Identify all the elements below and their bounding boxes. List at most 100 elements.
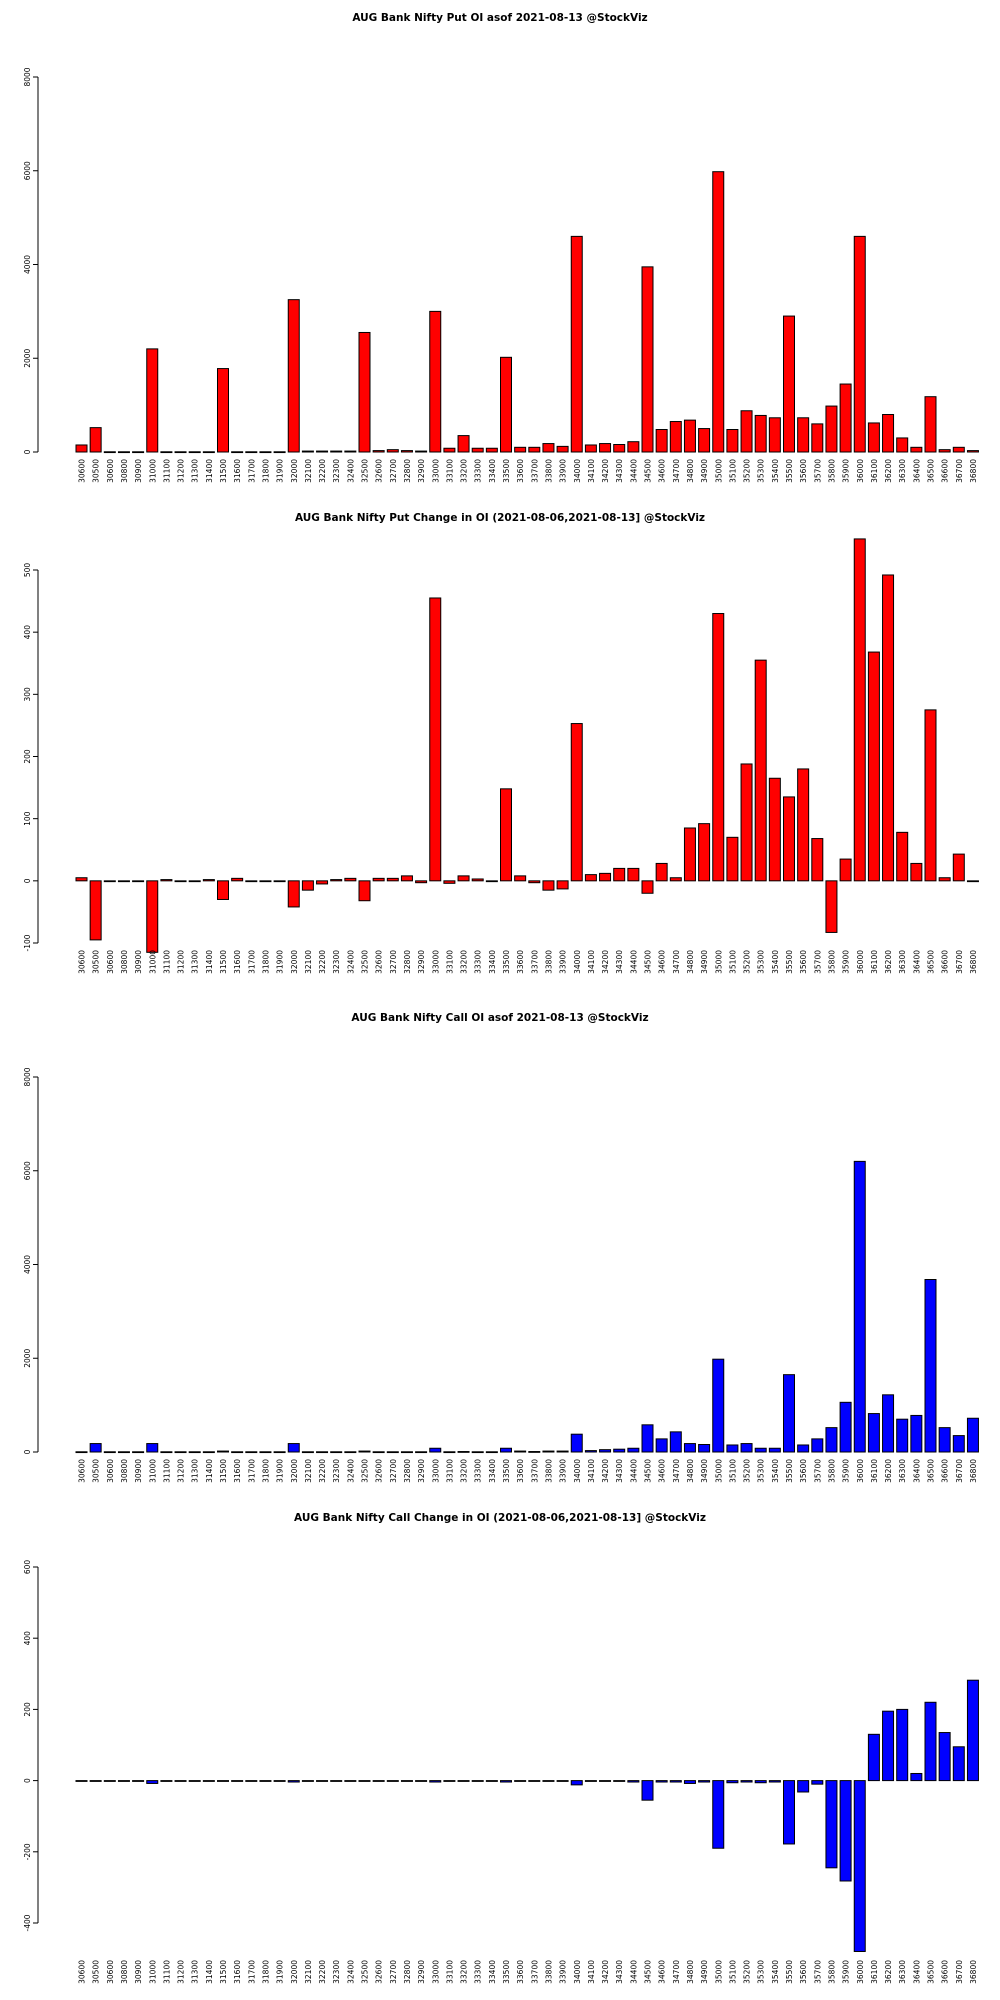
bar-31100 bbox=[160, 451, 173, 454]
bar-36000 bbox=[853, 538, 866, 882]
bar-32600 bbox=[372, 450, 385, 453]
x-tick-label: 31900 bbox=[276, 459, 285, 483]
bar-34400 bbox=[627, 441, 640, 453]
bar-36100 bbox=[867, 422, 880, 453]
y-tick-label: 100 bbox=[23, 811, 32, 826]
bar-33100 bbox=[443, 880, 456, 884]
x-tick-label: 32000 bbox=[290, 1459, 299, 1483]
bar-34100 bbox=[584, 1450, 597, 1453]
x-tick-label: 31700 bbox=[247, 1459, 256, 1483]
bar-36700 bbox=[952, 446, 965, 453]
x-tick-label: 30800 bbox=[120, 1960, 129, 1984]
y-tick-label: 0 bbox=[23, 878, 32, 883]
bar-34100 bbox=[584, 444, 597, 453]
bar-33500 bbox=[500, 1780, 512, 1783]
x-tick-label: 34700 bbox=[672, 1459, 681, 1483]
x-tick-label: 32000 bbox=[290, 459, 299, 483]
bar-34600 bbox=[655, 429, 668, 453]
y-tick-label: 4000 bbox=[23, 255, 32, 274]
bar-34400 bbox=[627, 867, 640, 882]
bar-33700 bbox=[528, 880, 541, 884]
bar-31700 bbox=[245, 880, 258, 883]
x-tick-label: 35600 bbox=[799, 1459, 808, 1483]
bar-34900 bbox=[698, 1444, 711, 1453]
bar-32400 bbox=[344, 1780, 357, 1782]
x-tick-label: 35400 bbox=[771, 459, 780, 483]
x-tick-label: 30600 bbox=[106, 1459, 115, 1483]
bar-34200 bbox=[599, 872, 612, 882]
bar-35300 bbox=[754, 414, 767, 453]
bar-33500 bbox=[500, 1447, 512, 1453]
x-tick-label: 36300 bbox=[898, 1459, 907, 1483]
bar-32800 bbox=[400, 875, 413, 882]
bar-30900 bbox=[132, 1451, 145, 1454]
x-tick-label: 36400 bbox=[912, 459, 921, 483]
x-tick-label: 32200 bbox=[318, 950, 327, 974]
x-tick-label: 33400 bbox=[488, 950, 497, 974]
x-tick-label: 35000 bbox=[714, 950, 723, 974]
bar-33700 bbox=[528, 1780, 541, 1782]
x-tick-label: 34900 bbox=[700, 1459, 709, 1483]
x-tick-label: 34000 bbox=[573, 950, 582, 974]
y-tick-label: -400 bbox=[23, 1914, 32, 1931]
bar-35700 bbox=[811, 423, 824, 453]
bar-35500 bbox=[783, 796, 795, 882]
bar-31500 bbox=[217, 1450, 229, 1453]
bar-31400 bbox=[202, 1451, 215, 1454]
x-tick-label: 34900 bbox=[700, 1960, 709, 1984]
x-tick-label: 34300 bbox=[615, 1960, 624, 1984]
y-tick-label: 500 bbox=[23, 563, 32, 578]
bar-36200 bbox=[882, 414, 895, 453]
x-tick-label: 34000 bbox=[573, 459, 582, 483]
x-tick-label: 35900 bbox=[842, 950, 851, 974]
x-tick-label: 30900 bbox=[134, 950, 143, 974]
bar-35500 bbox=[783, 1780, 795, 1845]
x-tick-label: 36800 bbox=[969, 1459, 978, 1483]
bar-36300 bbox=[896, 1418, 909, 1453]
x-tick-label: 36100 bbox=[870, 950, 879, 974]
x-tick-label: 31500 bbox=[219, 950, 228, 974]
x-tick-label: 32300 bbox=[332, 1960, 341, 1984]
x-tick-label: 30600 bbox=[106, 459, 115, 483]
bar-36500 bbox=[924, 1701, 937, 1782]
bar-33700 bbox=[528, 446, 541, 453]
bar-34100 bbox=[584, 1780, 597, 1782]
y-tick-label: -200 bbox=[23, 1843, 32, 1860]
x-tick-label: 34300 bbox=[615, 1459, 624, 1483]
x-tick-label: 31500 bbox=[219, 459, 228, 483]
bar-32000 bbox=[287, 1780, 300, 1783]
x-tick-label: 33000 bbox=[431, 1459, 440, 1483]
bar-34900 bbox=[698, 823, 711, 882]
x-tick-label: 32400 bbox=[346, 950, 355, 974]
x-tick-label: 31000 bbox=[148, 1960, 157, 1984]
bar-32800 bbox=[400, 450, 413, 453]
x-tick-label: 34200 bbox=[601, 950, 610, 974]
x-tick-label: 31100 bbox=[162, 1960, 171, 1984]
x-tick-label: 32700 bbox=[389, 1459, 398, 1483]
x-tick-label: 30500 bbox=[92, 1960, 101, 1984]
x-tick-label: 30600 bbox=[106, 1960, 115, 1984]
bar-34100 bbox=[584, 874, 597, 882]
x-tick-label: 36300 bbox=[898, 1960, 907, 1984]
x-tick-label: 36400 bbox=[912, 1960, 921, 1984]
bar-32500 bbox=[358, 1450, 371, 1453]
x-tick-label: 32800 bbox=[403, 1960, 412, 1984]
x-tick-label: 32900 bbox=[417, 1459, 426, 1483]
bar-30900 bbox=[132, 1780, 145, 1782]
bar-31500 bbox=[217, 368, 229, 453]
chart-title: AUG Bank Nifty Put Change in OI (2021-08… bbox=[295, 512, 705, 524]
bar-35900 bbox=[839, 1401, 852, 1453]
x-tick-label: 33800 bbox=[544, 950, 553, 974]
x-tick-label: 32700 bbox=[389, 1960, 398, 1984]
x-tick-label: 34500 bbox=[644, 1459, 653, 1483]
bar-35900 bbox=[839, 858, 852, 882]
x-tick-label: 33000 bbox=[431, 459, 440, 483]
bar-33900 bbox=[556, 880, 569, 890]
y-tick-label: 2000 bbox=[23, 348, 32, 367]
x-tick-label: 36200 bbox=[884, 950, 893, 974]
bar-32700 bbox=[386, 449, 399, 453]
bar-31100 bbox=[160, 1780, 173, 1782]
x-tick-label: 32800 bbox=[403, 1459, 412, 1483]
x-tick-label: 31200 bbox=[177, 459, 186, 483]
chart-title: AUG Bank Nifty Call OI asof 2021-08-13 @… bbox=[351, 1012, 648, 1024]
